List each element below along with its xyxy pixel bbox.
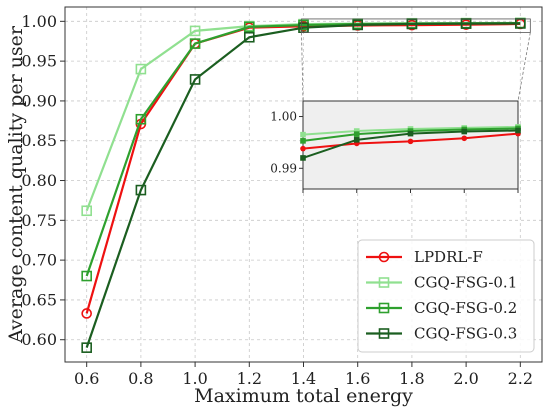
inset-data-point [300, 138, 306, 144]
y-tick-label: 0.80 [21, 171, 57, 190]
y-tick-label: 0.75 [21, 211, 57, 230]
inset-series-cgq-fsg-0-3 [300, 127, 521, 161]
legend-marker [378, 302, 390, 314]
y-tick-label: 0.95 [21, 52, 57, 71]
legend-marker [378, 277, 390, 288]
legend-marker [378, 328, 390, 339]
inset-y-tick-label: 1.00 [270, 110, 297, 124]
y-tick-label: 0.70 [21, 251, 57, 270]
inset-data-point [300, 131, 306, 138]
data-point [81, 308, 92, 319]
inset-data-point [353, 137, 360, 143]
legend-label: CGQ-FSG-0.1 [414, 274, 517, 292]
data-point [81, 342, 92, 353]
inset-y-tick-label: 0.99 [270, 161, 297, 175]
legend-marker [378, 251, 390, 263]
x-tick-label: 1.2 [237, 369, 262, 388]
data-point [81, 205, 92, 217]
data-point [135, 63, 147, 75]
data-point [243, 21, 255, 33]
series-cgq-fsg-0-3 [81, 18, 526, 353]
y-tick-label: 0.60 [21, 330, 57, 349]
x-tick-label: 1.4 [291, 369, 316, 388]
data-point [189, 25, 201, 37]
data-point [81, 270, 92, 282]
legend-entry: LPDRL-F [366, 248, 483, 266]
data-point [406, 18, 418, 30]
legend-label: CGQ-FSG-0.2 [414, 299, 517, 317]
x-tick-label: 1.0 [182, 369, 207, 388]
inset-data-point [353, 128, 360, 134]
x-tick-label: 1.6 [345, 369, 370, 388]
inset-data-point [300, 145, 306, 152]
zoom-region-box [301, 18, 531, 33]
plot-frame [64, 6, 543, 363]
x-tick-label: 1.8 [399, 369, 424, 388]
legend-entry: CGQ-FSG-0.3 [366, 325, 517, 343]
data-point [189, 74, 201, 85]
data-point [135, 113, 147, 125]
y-tick-label: 0.85 [21, 131, 57, 150]
zoom-connector-right [517, 32, 531, 102]
data-point [189, 38, 201, 49]
y-tick-label: 0.90 [21, 91, 57, 110]
y-tick-label: 1.00 [21, 12, 57, 31]
series-line [85, 22, 521, 349]
x-tick-label: 0.6 [74, 369, 99, 388]
inset-data-point [300, 155, 306, 161]
x-axis-label: Maximum total energy [194, 385, 413, 407]
data-point [135, 184, 147, 196]
x-tick-label: 2.0 [453, 369, 478, 388]
inset-data-point [461, 128, 468, 135]
zoom-connector-left [301, 32, 304, 102]
x-tick-label: 0.8 [128, 369, 153, 388]
legend-entry: CGQ-FSG-0.1 [366, 274, 517, 292]
legend-entry: CGQ-FSG-0.2 [366, 299, 517, 317]
legend-label: LPDRL-F [414, 248, 483, 266]
x-tick-label: 2.2 [508, 369, 533, 388]
legend-box [357, 239, 535, 353]
data-point [352, 19, 364, 31]
inset-data-point [515, 127, 521, 134]
inset-data-point [407, 138, 414, 145]
inset-data-point [407, 130, 414, 137]
data-point [243, 31, 255, 43]
inset-data-point [461, 135, 468, 142]
inset-chart: 0.99 1.00 [270, 100, 521, 193]
y-tick-label: 0.65 [21, 290, 57, 309]
y-axis-label: Average content quality per user [5, 25, 27, 344]
legend-label: CGQ-FSG-0.3 [414, 325, 517, 343]
inset-data-point [353, 131, 360, 137]
legend: LPDRL-F CGQ-FSG-0.1 CGQ-FSG-0.2 CGQ-FSG-0.3 [357, 239, 535, 353]
